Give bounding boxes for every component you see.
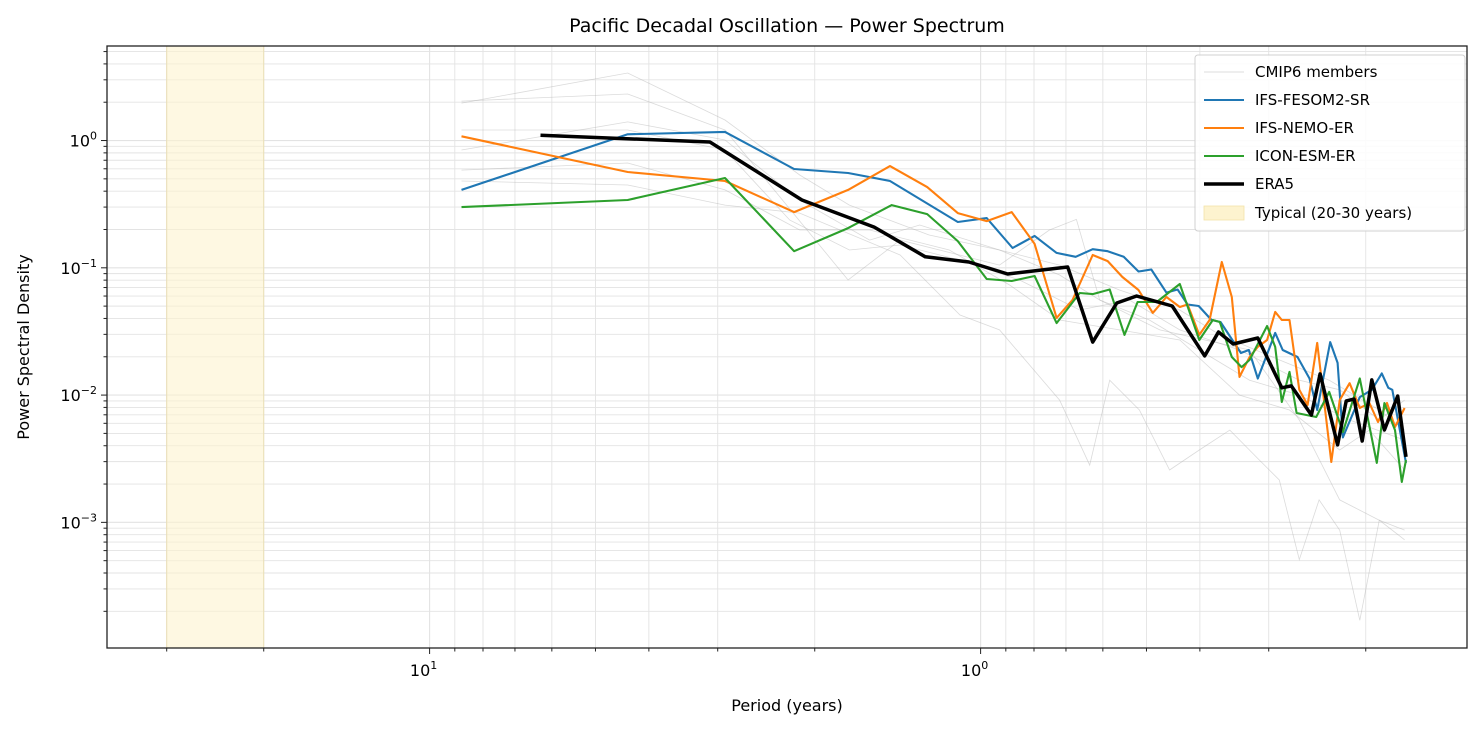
- cmip6-member-line: [461, 72, 1405, 441]
- typical-period-band: [166, 45, 265, 649]
- y-tick-label: 100: [70, 130, 97, 151]
- legend-label-band: Typical (20-30 years): [1254, 204, 1412, 222]
- x-tick-label: 101: [410, 659, 437, 680]
- legend-label-icon: ICON-ESM-ER: [1255, 147, 1356, 165]
- cmip6-member-line: [461, 93, 1405, 531]
- grid: [107, 46, 1467, 648]
- series-line-era5: [540, 133, 1408, 458]
- plot-frame: [106, 45, 1468, 649]
- legend-label-cmip6: CMIP6 members: [1255, 63, 1378, 81]
- axis-ticks: 101 100 100 10−1 10−2 10−3: [60, 51, 1367, 680]
- series-lines: [461, 72, 1408, 621]
- legend-label-era5: ERA5: [1255, 175, 1294, 193]
- x-tick-label: 100: [961, 659, 988, 680]
- y-tick-label: 10−3: [60, 511, 97, 532]
- legend-label-nemo: IFS-NEMO-ER: [1255, 119, 1354, 137]
- series-line-ifs-nemo-er: [461, 135, 1406, 464]
- chart-title: Pacific Decadal Oscillation — Power Spec…: [569, 15, 1005, 37]
- series-line-icon-esm-er: [461, 176, 1408, 483]
- legend-label-fesom: IFS-FESOM2-SR: [1255, 91, 1370, 109]
- cmip6-member-line: [461, 180, 1405, 621]
- y-axis-label: Power Spectral Density: [14, 254, 33, 439]
- legend: CMIP6 members IFS-FESOM2-SR IFS-NEMO-ER …: [1194, 54, 1466, 232]
- x-axis-label: Period (years): [731, 696, 843, 715]
- y-tick-label: 10−2: [60, 384, 97, 405]
- legend-swatch-band: [1203, 205, 1245, 221]
- y-tick-label: 10−1: [60, 257, 97, 278]
- shaded-band: [166, 45, 265, 649]
- legend-box: [1194, 54, 1466, 232]
